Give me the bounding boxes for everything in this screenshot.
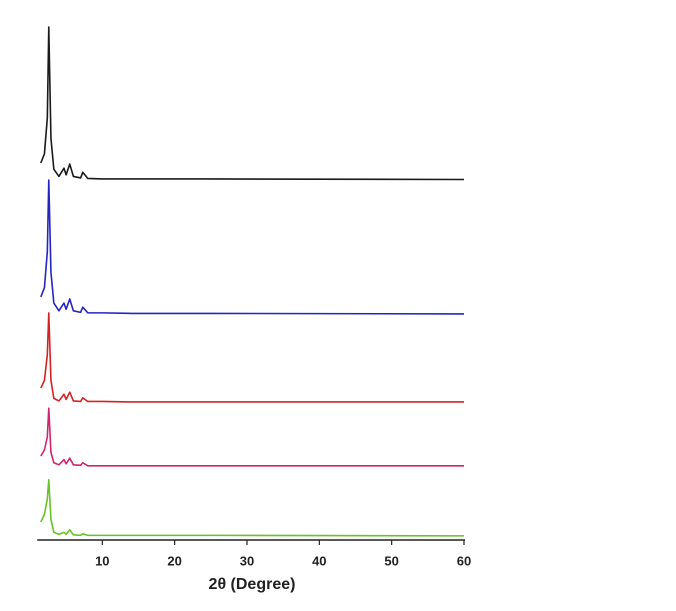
x-tick-label: 50 xyxy=(384,553,398,568)
x-tick-label: 40 xyxy=(312,553,326,568)
x-tick-label: 60 xyxy=(457,553,471,568)
series-line xyxy=(40,26,465,181)
x-tick-label: 30 xyxy=(240,553,254,568)
series-line xyxy=(40,478,465,537)
x-axis-label: 2θ (Degree) xyxy=(209,576,296,593)
x-tick-label: 10 xyxy=(95,553,109,568)
series-line xyxy=(40,312,464,403)
series-line xyxy=(40,407,464,467)
x-tick-label: 20 xyxy=(167,553,181,568)
series-line xyxy=(40,179,465,315)
